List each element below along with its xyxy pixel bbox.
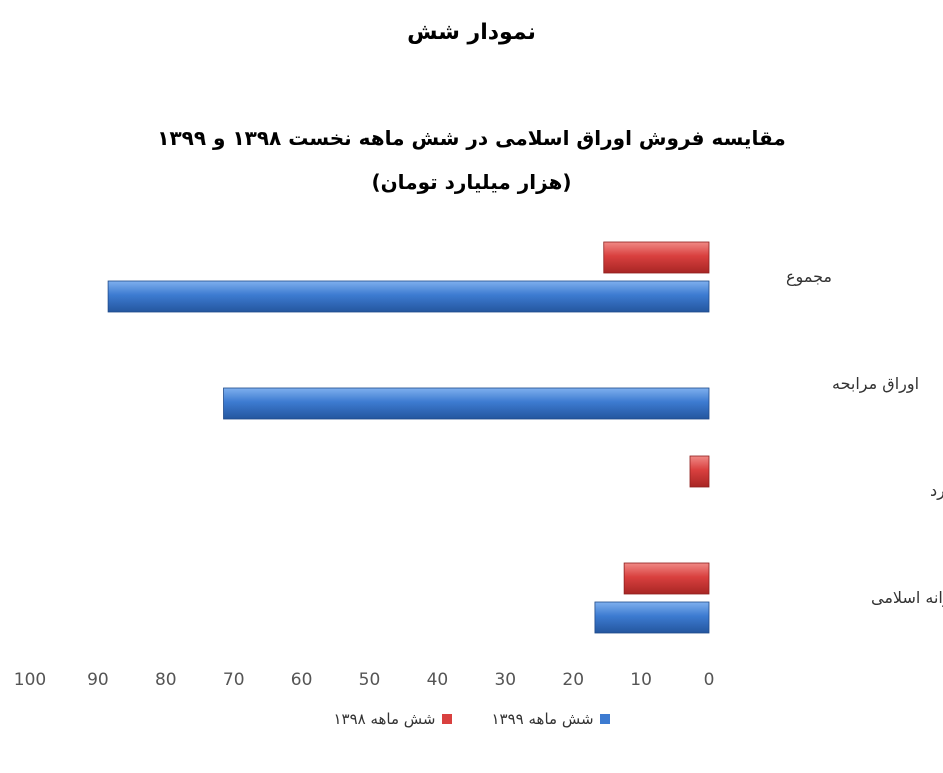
legend-item-1399: شش ماهه ۱۳۹۹	[492, 710, 610, 728]
bars-group	[107, 241, 710, 634]
bar-1399-1	[223, 387, 710, 420]
category-labels: مجموع اوراق مرابحه اوراق سلف موازی استاندا…	[786, 267, 943, 608]
legend-item-1398: شش ماهه ۱۳۹۸	[333, 710, 452, 728]
chart-title: مقایسه فروش اوراق اسلامی در شش ماهه نخست…	[0, 116, 943, 204]
x-tick-100: 100	[14, 670, 46, 690]
bar-1399-3	[594, 601, 710, 634]
legend-label-1399: شش ماهه ۱۳۹۹	[491, 710, 594, 728]
figure-caption: نمودار شش	[407, 20, 536, 45]
legend: شش ماهه ۱۳۹۹ شش ماهه ۱۳۹۸	[0, 710, 943, 728]
x-axis-ticks: 0 10 20 30 40 50 60 70 80 90 100	[14, 670, 715, 690]
bar-1398-2	[689, 455, 710, 488]
legend-swatch-blue	[599, 714, 610, 724]
bar-1399-0	[107, 280, 710, 313]
category-label-3: اسناد خزانه اسلامی	[871, 588, 943, 608]
legend-swatch-red	[441, 714, 452, 724]
x-tick-10: 10	[630, 670, 652, 690]
x-tick-30: 30	[494, 670, 516, 690]
legend-label-1398: شش ماهه ۱۳۹۸	[333, 710, 436, 728]
chart-title-line-1: مقایسه فروش اوراق اسلامی در شش ماهه نخست…	[157, 126, 786, 150]
category-label-1: اوراق مرابحه	[832, 374, 919, 394]
x-tick-50: 50	[359, 670, 381, 690]
x-tick-60: 60	[291, 670, 313, 690]
x-tick-70: 70	[223, 670, 245, 690]
x-tick-40: 40	[427, 670, 449, 690]
bar-1398-3	[623, 562, 710, 595]
x-tick-20: 20	[562, 670, 584, 690]
category-label-0: مجموع	[786, 267, 832, 287]
x-tick-90: 90	[87, 670, 109, 690]
x-tick-0: 0	[704, 670, 715, 690]
x-tick-80: 80	[155, 670, 177, 690]
chart-title-line-2: (هزار میلیارد تومان)	[371, 170, 572, 194]
bar-1398-0	[603, 241, 710, 274]
category-label-2: اوراق سلف موازی استاندارد	[930, 481, 943, 501]
